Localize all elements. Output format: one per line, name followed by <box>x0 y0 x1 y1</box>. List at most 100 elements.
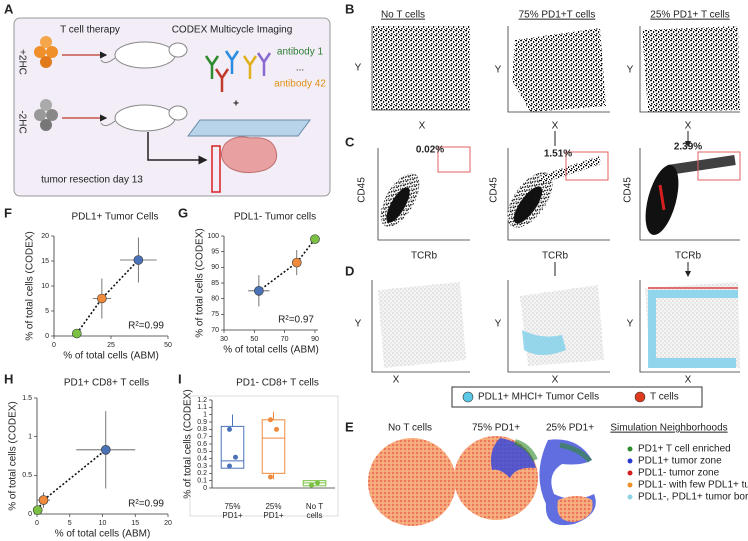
y-tick-label: 90 <box>211 264 219 271</box>
y-tick-label: 85 <box>211 280 219 287</box>
y-tick-label: 1.5 <box>22 395 32 402</box>
arrow <box>147 132 208 165</box>
category-label: 75% PD1+ <box>222 502 242 520</box>
legend-marker <box>627 446 633 452</box>
axis-label: CD45 <box>489 177 500 203</box>
y-axis-label: % of total cells (CODEX) <box>8 401 19 510</box>
data-point <box>310 234 320 244</box>
axis-label: CD45 <box>357 177 368 203</box>
legend-label: T cells <box>650 392 679 403</box>
y-tick-label: 0.5 <box>197 448 207 455</box>
x-tick-label: 50 <box>164 342 172 349</box>
legend-marker <box>462 391 474 403</box>
panel-label: H <box>4 371 13 386</box>
data-point <box>268 474 273 480</box>
panel-label: D <box>345 263 354 278</box>
antibody-label: antibody 42 <box>274 79 326 90</box>
panel-label: C <box>345 134 355 149</box>
data-point <box>100 445 111 455</box>
mouse-icon <box>100 41 188 132</box>
tumor-icon <box>220 136 278 174</box>
y-tick-label: 70 <box>211 327 219 334</box>
y-axis-label: % of total cells (CODEX) <box>195 228 206 337</box>
y-tick-label: 0 <box>45 333 49 340</box>
y-axis-label: % of total cells (CODEX) <box>25 231 36 340</box>
annotation: R²=0.99 <box>128 499 164 510</box>
x-tick-label: 70 <box>281 336 289 343</box>
spatial-maps <box>371 280 740 373</box>
data-point <box>32 505 43 515</box>
legend-title: Simulation Neighborhoods <box>610 423 727 434</box>
panel-label: A <box>4 1 14 16</box>
axis-label: CD45 <box>623 177 634 203</box>
chart-title: PDL1- Tumor cells <box>234 212 316 223</box>
panel-label: F <box>4 205 12 220</box>
data-point <box>268 417 273 423</box>
arrow <box>554 131 688 146</box>
resection-label: tumor resection day 13 <box>41 175 143 186</box>
x-tick-label: 20 <box>164 520 172 527</box>
fit-line <box>36 449 107 511</box>
legend-marker <box>627 458 633 464</box>
x-tick-label: 5 <box>68 520 72 527</box>
x-tick-label: 0 <box>35 520 39 527</box>
x-tick-label: No T cells <box>305 502 324 520</box>
axis-label: X <box>552 121 559 132</box>
simulation-maps <box>368 436 596 526</box>
cells-icon <box>34 36 58 131</box>
y-tick-label: 15 <box>41 258 49 265</box>
data-point <box>254 286 264 296</box>
y-tick-label: 10 <box>41 283 49 290</box>
axis-label: X <box>393 375 400 386</box>
x-axis-label: % of total cells (ABM) <box>55 529 151 540</box>
y-tick-label: 0.5 <box>22 472 32 479</box>
antibody-ellipsis: ... <box>296 63 304 74</box>
y-tick-label: 5 <box>45 308 49 315</box>
legend-label: PDL1+ tumor zone <box>638 456 722 467</box>
flow-plots <box>377 146 741 241</box>
data-point <box>227 463 232 469</box>
data-point <box>97 293 107 304</box>
y-tick-label: 0.8 <box>197 426 207 433</box>
box <box>261 419 286 474</box>
condition-title: No T cells <box>381 10 425 21</box>
legend-marker <box>634 391 646 403</box>
axis-label: X <box>685 121 692 132</box>
gate-percent: 2.39% <box>674 142 702 153</box>
y-tick-label: 80 <box>211 296 219 303</box>
y-tick-label: 0.3 <box>197 463 207 470</box>
legend-label: PD1+ T cell enriched <box>638 444 731 455</box>
data-point <box>38 495 49 505</box>
axis-label: TCRb <box>675 251 702 262</box>
data-point <box>309 482 314 488</box>
y-tick-label: 0.2 <box>197 470 207 477</box>
condition-title: No T cells <box>388 423 432 434</box>
fit-line <box>258 238 316 292</box>
y-tick-label: 0 <box>28 511 32 518</box>
data-point <box>233 454 238 460</box>
chart-title: PD1- CD8+ T cells <box>236 378 319 389</box>
arrow <box>554 262 688 276</box>
x-axis-label: % of total cells (ABM) <box>223 345 319 356</box>
legend-marker <box>627 482 633 488</box>
y-tick-label: 0.9 <box>197 419 207 426</box>
data-point <box>227 426 232 432</box>
x-axis-label: % of total cells (ABM) <box>63 351 159 362</box>
legend-label: PDL1- tumor zone <box>638 468 720 479</box>
y-tick-label: 20 <box>41 233 49 240</box>
axis-label: Y <box>355 63 362 74</box>
chart-title: PD1+ CD8+ T cells <box>64 378 149 389</box>
plus-sign: + <box>233 99 239 110</box>
axis-label: TCRb <box>542 251 569 262</box>
panel-label: E <box>345 419 354 434</box>
gate-percent: 1.51% <box>544 149 572 160</box>
axis-label: Y <box>495 65 502 76</box>
category-label: 25% PD1+ <box>263 502 284 520</box>
x-tick-label: 10 <box>99 520 107 527</box>
x-tick-label: 15 <box>131 520 139 527</box>
antibody-label: antibody 1 <box>277 47 324 58</box>
x-tick-label: 25% PD1+ <box>263 502 284 520</box>
antibody-icons <box>204 50 272 92</box>
chart-title: PDL1+ Tumor Cells <box>72 212 159 223</box>
